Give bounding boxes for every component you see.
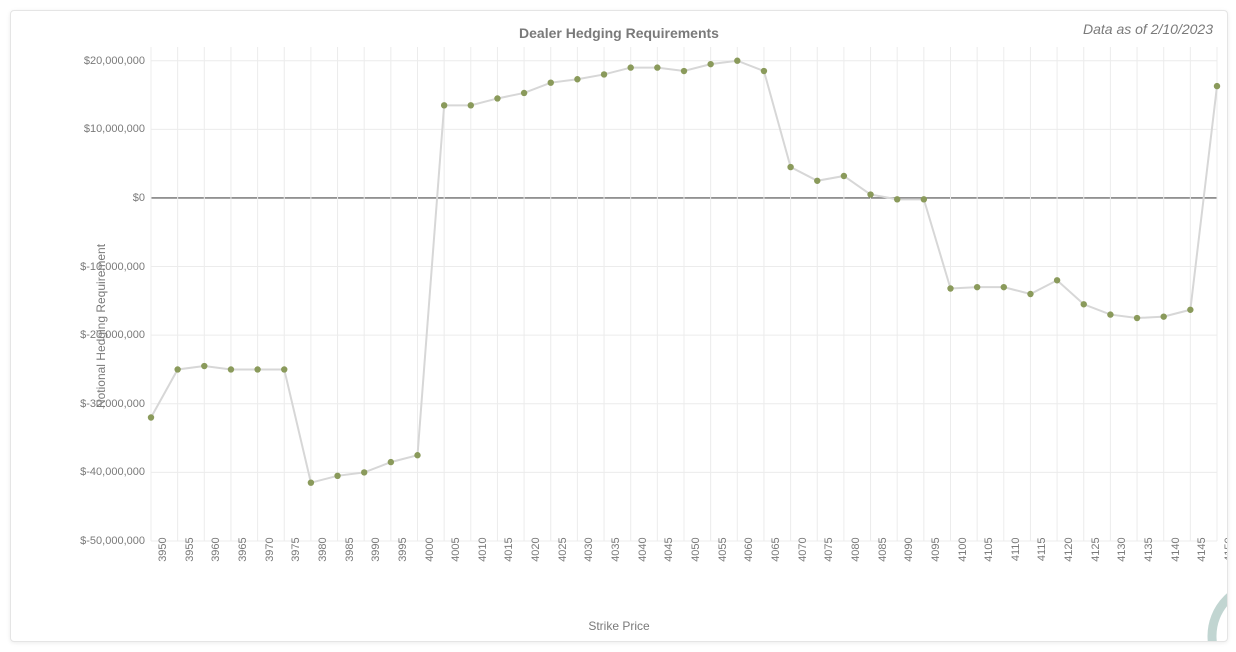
x-tick-label: 4025 [551, 529, 569, 553]
data-point[interactable] [947, 285, 953, 291]
x-tick-label: 4075 [817, 529, 835, 553]
data-point[interactable] [308, 479, 314, 485]
data-point[interactable] [468, 102, 474, 108]
chart-title: Dealer Hedging Requirements [11, 25, 1227, 41]
y-tick-label: $-50,000,000 [80, 535, 151, 547]
data-point[interactable] [521, 90, 527, 96]
x-tick-label: 4120 [1057, 529, 1075, 553]
x-tick-label: 4085 [871, 529, 889, 553]
data-point[interactable] [441, 102, 447, 108]
x-tick-label: 4005 [444, 529, 462, 553]
x-tick-label: 4115 [1030, 529, 1048, 553]
data-point[interactable] [414, 452, 420, 458]
x-tick-label: 3985 [338, 529, 356, 553]
data-point[interactable] [628, 64, 634, 70]
x-tick-label: 4030 [577, 529, 595, 553]
y-tick-label: $0 [133, 192, 151, 204]
data-point[interactable] [734, 58, 740, 64]
data-point[interactable] [494, 95, 500, 101]
x-tick-label: 4060 [737, 529, 755, 553]
data-point[interactable] [548, 79, 554, 85]
data-point[interactable] [921, 196, 927, 202]
data-point[interactable] [201, 363, 207, 369]
x-tick-label: 4055 [711, 529, 729, 553]
data-point[interactable] [148, 414, 154, 420]
asof-label: Data as of 2/10/2023 [1083, 21, 1213, 37]
data-point[interactable] [654, 64, 660, 70]
data-point[interactable] [1054, 277, 1060, 283]
x-tick-label: 3990 [364, 529, 382, 553]
x-tick-label: 4035 [604, 529, 622, 553]
plot-area: $-50,000,000$-40,000,000$-30,000,000$-20… [151, 47, 1217, 541]
x-tick-label: 4135 [1137, 529, 1155, 553]
x-tick-label: 3950 [151, 529, 169, 553]
data-point[interactable] [334, 473, 340, 479]
x-tick-label: 4125 [1084, 529, 1102, 553]
data-point[interactable] [174, 366, 180, 372]
data-point[interactable] [361, 469, 367, 475]
data-point[interactable] [228, 366, 234, 372]
x-tick-label: 4020 [524, 529, 542, 553]
data-point[interactable] [574, 76, 580, 82]
data-point[interactable] [1214, 83, 1220, 89]
data-point[interactable] [1187, 307, 1193, 313]
data-point[interactable] [841, 173, 847, 179]
data-point[interactable] [814, 178, 820, 184]
x-tick-label: 4095 [924, 529, 942, 553]
x-tick-label: 4050 [684, 529, 702, 553]
x-tick-label: 4110 [1004, 529, 1022, 553]
data-point[interactable] [974, 284, 980, 290]
data-point[interactable] [1161, 313, 1167, 319]
x-tick-label: 4045 [657, 529, 675, 553]
y-tick-label: $-40,000,000 [80, 466, 151, 478]
data-point[interactable] [761, 68, 767, 74]
y-tick-label: $10,000,000 [84, 123, 151, 135]
x-tick-label: 4100 [951, 529, 969, 553]
data-point[interactable] [894, 196, 900, 202]
data-point[interactable] [1001, 284, 1007, 290]
x-tick-label: 4010 [471, 529, 489, 553]
x-tick-label: 4015 [497, 529, 515, 553]
data-point[interactable] [254, 366, 260, 372]
x-tick-label: 3975 [284, 529, 302, 553]
x-tick-label: 3955 [178, 529, 196, 553]
x-tick-label: 4105 [977, 529, 995, 553]
x-tick-label: 3995 [391, 529, 409, 553]
x-tick-label: 3960 [204, 529, 222, 553]
data-point[interactable] [388, 459, 394, 465]
y-tick-label: $20,000,000 [84, 55, 151, 67]
data-point[interactable] [707, 61, 713, 67]
x-tick-label: 4130 [1110, 529, 1128, 553]
y-tick-label: $-30,000,000 [80, 398, 151, 410]
y-tick-label: $-20,000,000 [80, 329, 151, 341]
x-tick-label: 3965 [231, 529, 249, 553]
x-tick-label: 3970 [258, 529, 276, 553]
x-axis-label: Strike Price [11, 619, 1227, 633]
data-point[interactable] [681, 68, 687, 74]
x-tick-label: 3980 [311, 529, 329, 553]
data-point[interactable] [1027, 291, 1033, 297]
x-tick-label: 4145 [1190, 529, 1208, 553]
data-point[interactable] [787, 164, 793, 170]
data-point[interactable] [601, 71, 607, 77]
x-tick-label: 4090 [897, 529, 915, 553]
x-tick-label: 4065 [764, 529, 782, 553]
y-tick-label: $-10,000,000 [80, 261, 151, 273]
data-point[interactable] [1081, 301, 1087, 307]
x-tick-label: 4140 [1164, 529, 1182, 553]
data-point[interactable] [1107, 311, 1113, 317]
x-tick-label: 4040 [631, 529, 649, 553]
x-tick-label: 4070 [791, 529, 809, 553]
data-point[interactable] [867, 191, 873, 197]
data-point[interactable] [281, 366, 287, 372]
x-tick-label: 4080 [844, 529, 862, 553]
x-tick-label: 4000 [418, 529, 436, 553]
x-tick-label: 4150 [1217, 529, 1228, 553]
chart-card: Dealer Hedging Requirements Data as of 2… [10, 10, 1228, 642]
data-point[interactable] [1134, 315, 1140, 321]
